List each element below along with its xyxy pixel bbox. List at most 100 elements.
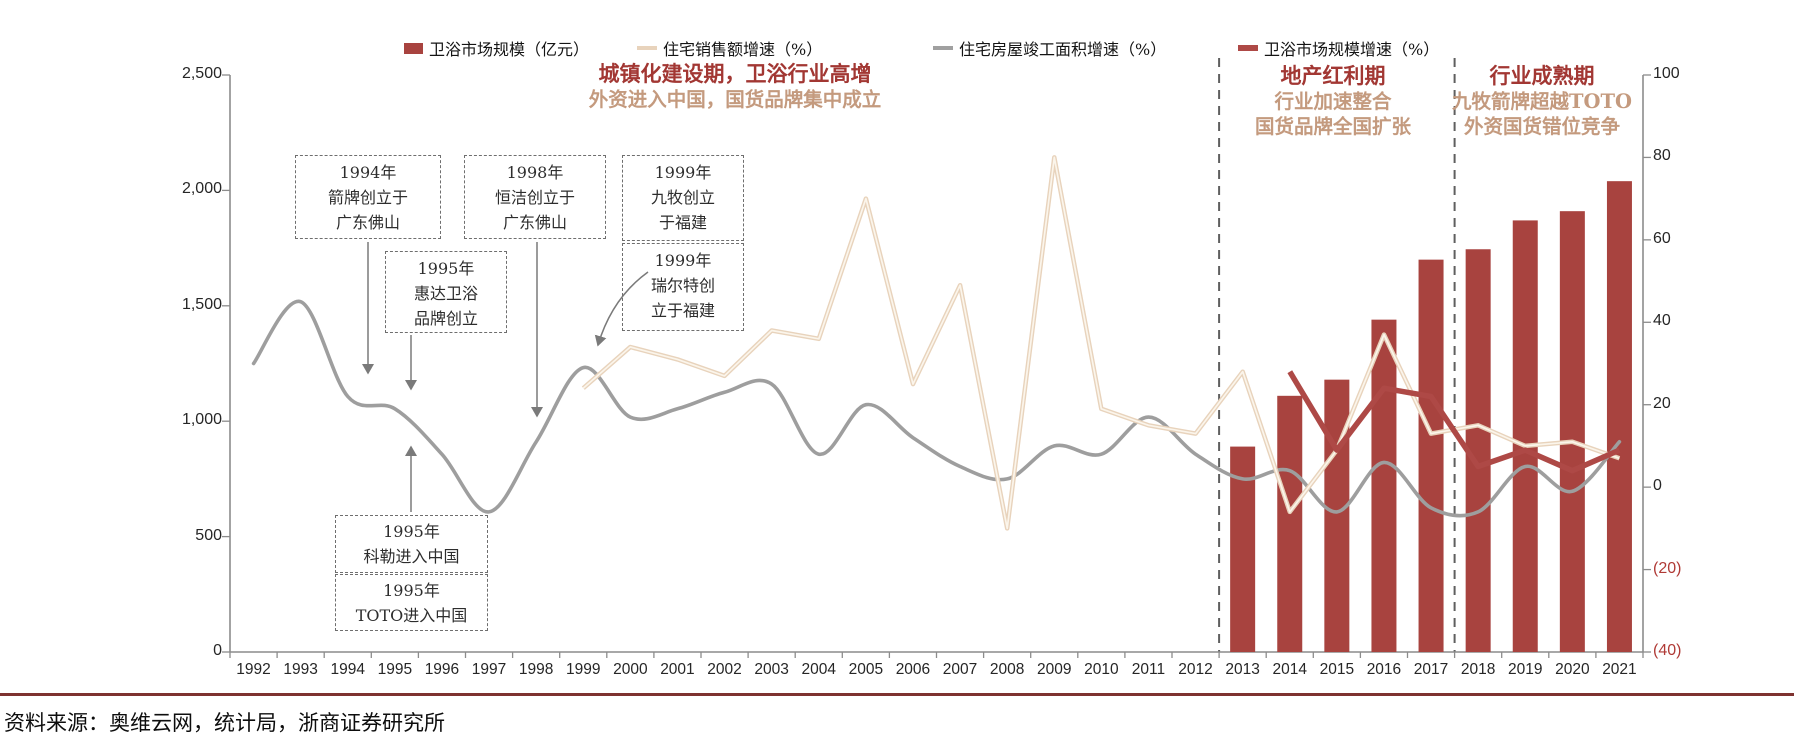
annotation-line: 立于福建	[650, 301, 715, 320]
x-axis-label-2020: 2020	[1555, 661, 1590, 678]
x-axis-label-2006: 2006	[895, 661, 931, 678]
x-axis-label-2016: 2016	[1366, 661, 1402, 678]
left-axis-label-2,500: 2,500	[181, 65, 222, 82]
bar-2017	[1418, 259, 1444, 652]
right-axis-label-(40): (40)	[1653, 642, 1682, 659]
legend-item-market-size-growth: 卫浴市场规模增速（%）	[1238, 36, 1439, 60]
x-axis-label-2004: 2004	[801, 661, 836, 678]
annotation-line: 恒洁创立于	[494, 188, 575, 207]
left-axis-label-0: 0	[213, 642, 222, 659]
legend-label: 住宅销售额增速（%）	[663, 40, 823, 59]
x-axis-label-2010: 2010	[1084, 661, 1119, 678]
x-axis-label-2019: 2019	[1508, 661, 1543, 678]
left-axis-label-2,000: 2,000	[181, 180, 222, 198]
right-axis-label-20: 20	[1653, 394, 1671, 412]
x-axis-label-1997: 1997	[471, 661, 507, 678]
period-title: 城镇化建设期，卫浴行业高增	[598, 61, 872, 86]
period-subtitle: 行业加速整合	[1274, 90, 1392, 113]
period-subtitle: 国货品牌全国扩张	[1254, 115, 1411, 138]
bar-2015	[1324, 379, 1350, 652]
x-axis-label-1996: 1996	[424, 661, 460, 678]
x-axis-label-2021: 2021	[1602, 661, 1637, 678]
legend-item-housing-sales-growth: 住宅销售额增速（%）	[637, 36, 822, 60]
annotation-line: 广东佛山	[502, 213, 567, 232]
legend-item-market-size: 卫浴市场规模（亿元）	[404, 36, 589, 60]
annotation-line: 1999年	[654, 251, 712, 270]
x-axis-label-1995: 1995	[377, 661, 413, 678]
line-housing-sales-growth-core	[582, 156, 1620, 530]
legend-swatch-housing-completion-growth	[933, 46, 953, 50]
period-title: 行业成熟期	[1489, 63, 1595, 88]
bar-2014	[1277, 395, 1303, 652]
annotation-line: 1998年	[506, 163, 564, 182]
annotation-line: 1999年	[654, 163, 712, 182]
bar-2021	[1606, 181, 1632, 652]
x-axis-label-2011: 2011	[1131, 661, 1166, 678]
x-axis-label-2015: 2015	[1319, 661, 1355, 678]
period-subtitle: 九牧箭牌超越TOTO	[1452, 90, 1632, 113]
right-axis-label-80: 80	[1653, 147, 1671, 165]
x-axis-label-2008: 2008	[989, 661, 1025, 678]
annotation-box-1995-toto: 1995年 TOTO进入中国	[335, 574, 488, 631]
x-axis-label-2017: 2017	[1413, 661, 1449, 678]
legend-label: 卫浴市场规模（亿元）	[429, 40, 590, 59]
legend-swatch-market-size-growth	[1238, 45, 1258, 51]
annotation-line: TOTO进入中国	[355, 606, 468, 625]
right-axis-label-(20): (20)	[1653, 559, 1682, 577]
right-axis-label-100: 100	[1653, 65, 1680, 82]
annotation-line: 1995年	[383, 581, 440, 600]
left-axis-label-1,000: 1,000	[181, 411, 222, 429]
bar-2020	[1559, 211, 1585, 652]
x-axis-label-1994: 1994	[330, 661, 365, 678]
annotation-line: 箭牌创立于	[327, 188, 408, 207]
x-axis-label-2007: 2007	[942, 661, 978, 678]
bar-2016	[1371, 319, 1397, 652]
legend-swatch-housing-sales-growth	[637, 46, 657, 50]
period-label-1: 城镇化建设期，卫浴行业高增 外资进入中国，国货品牌集中成立	[435, 60, 1035, 112]
right-axis-label-40: 40	[1653, 312, 1671, 330]
annotation-line: 品牌创立	[413, 309, 478, 328]
annotation-line: 九牧创立	[650, 188, 715, 207]
x-axis-label-2018: 2018	[1460, 661, 1496, 678]
annotation-line: 1995年	[417, 259, 475, 278]
x-axis-label-2005: 2005	[848, 661, 884, 678]
x-axis-label-2003: 2003	[754, 661, 789, 678]
period-label-2: 地产红利期 行业加速整合 国货品牌全国扩张	[1033, 62, 1633, 139]
source-divider	[0, 693, 1794, 696]
x-axis-label-2012: 2012	[1178, 661, 1213, 678]
x-axis-label-2001: 2001	[660, 661, 695, 678]
annotation-line: 惠达卫浴	[413, 284, 478, 303]
annotation-box-1995-kohler: 1995年 科勒进入中国	[335, 515, 488, 573]
line-housing-completion-growth	[251, 299, 1622, 518]
right-axis-label-0: 0	[1653, 477, 1662, 495]
annotation-box-1999-ruierte: 1999年瑞尔特创立于福建	[622, 243, 744, 331]
x-axis-label-2014: 2014	[1272, 661, 1307, 678]
period-subtitle: 外资进入中国，国货品牌集中成立	[588, 88, 882, 111]
x-axis-label-1999: 1999	[566, 661, 601, 678]
x-axis-label-2000: 2000	[613, 661, 648, 678]
x-axis-label-1998: 1998	[518, 661, 554, 678]
period-label-3: 行业成熟期 九牧箭牌超越TOTO 外资国货错位竞争	[1242, 62, 1794, 139]
bar-2019	[1512, 220, 1538, 653]
annotation-line: 广东佛山	[335, 213, 400, 232]
bar-2013	[1230, 446, 1256, 652]
annotation-box-1998-hengjie: 1998年恒洁创立于广东佛山	[464, 155, 606, 239]
x-axis-label-2002: 2002	[707, 661, 742, 678]
x-axis-label-2009: 2009	[1037, 661, 1072, 678]
legend-label: 卫浴市场规模增速（%）	[1264, 40, 1440, 59]
annotation-line: 于福建	[658, 213, 707, 232]
period-subtitle: 外资国货错位竞争	[1463, 115, 1620, 138]
left-axis-label-1,500: 1,500	[181, 295, 222, 313]
right-axis-label-60: 60	[1653, 229, 1671, 247]
legend-swatch-market-size	[404, 42, 423, 54]
line-market-size-growth	[1287, 370, 1621, 474]
annotation-line: 瑞尔特创	[650, 276, 715, 295]
x-axis-label-2013: 2013	[1225, 661, 1260, 678]
source-text: 资料来源：奥维云网，统计局，浙商证券研究所	[4, 711, 445, 735]
left-axis-label-500: 500	[195, 526, 222, 544]
x-axis-label-1993: 1993	[283, 661, 318, 678]
arrow-1999-ruierte	[594, 271, 649, 347]
x-axis-label-1992: 1992	[236, 661, 271, 678]
annotation-box-1994-arrow: 1994年 箭牌创立于 广东佛山	[295, 155, 441, 239]
